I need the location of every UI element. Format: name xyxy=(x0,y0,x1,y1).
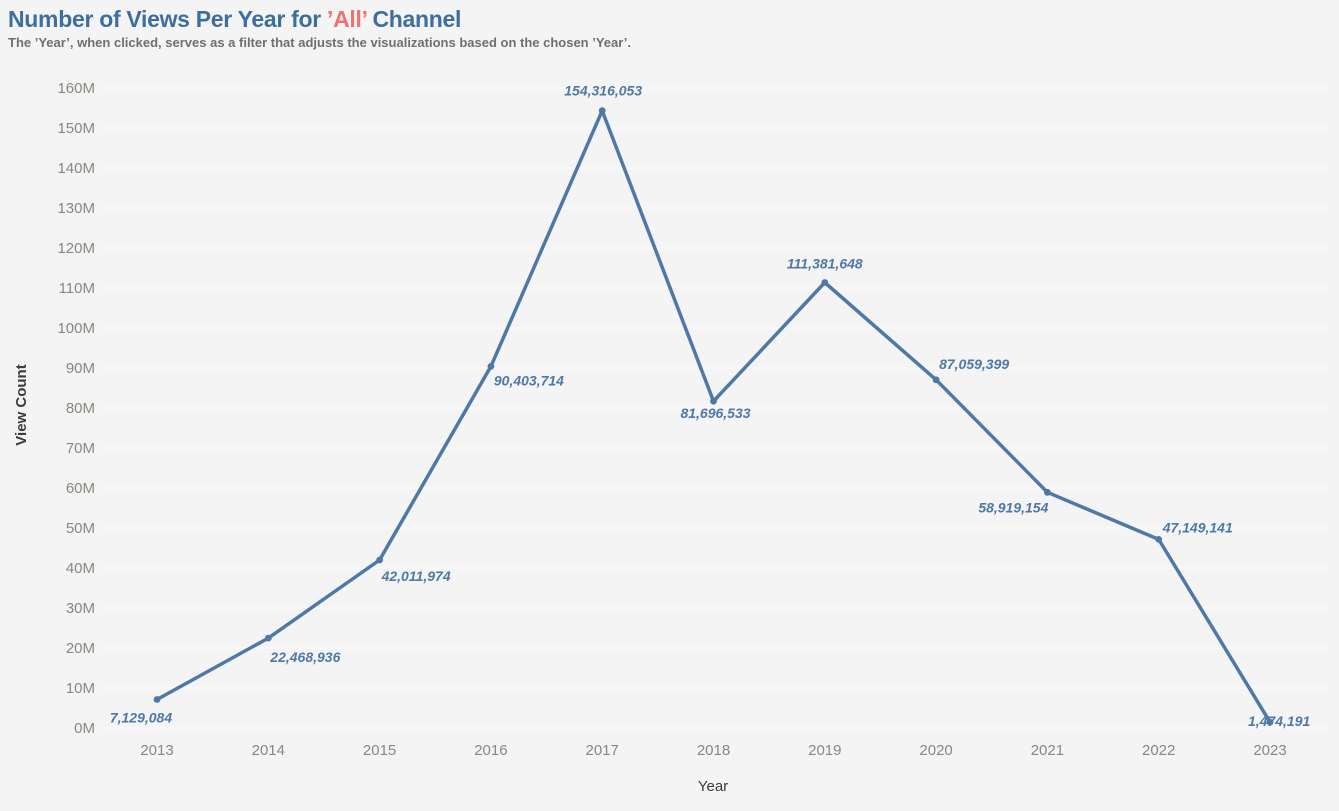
x-axis-tick-label-2015[interactable]: 2015 xyxy=(363,742,396,759)
y-axis-tick-label: 70M xyxy=(66,440,95,457)
data-point-2014[interactable] xyxy=(264,634,272,642)
y-axis-tick-label: 10M xyxy=(66,680,95,697)
data-label-2019: 111,381,648 xyxy=(787,256,863,272)
data-point-2021[interactable] xyxy=(1044,488,1051,496)
y-axis-tick-label: 50M xyxy=(66,520,95,537)
data-label-2015: 42,011,974 xyxy=(381,568,451,584)
y-axis-tick-label: 160M xyxy=(57,80,95,97)
x-axis-tick-label-2021[interactable]: 2021 xyxy=(1031,742,1064,759)
title-text-prefix: Number of Views Per Year for xyxy=(8,6,327,32)
y-axis-tick-label: 40M xyxy=(66,560,95,577)
title-channel-highlight: ’All’ xyxy=(326,6,367,32)
data-point-2020[interactable] xyxy=(932,376,940,384)
y-axis-title: View Count xyxy=(13,364,30,445)
x-axis-title: Year xyxy=(698,778,728,795)
y-axis-tick-label: 130M xyxy=(57,200,95,217)
y-axis-tick-label: 0M xyxy=(74,720,95,737)
data-label-2014: 22,468,936 xyxy=(269,649,340,665)
x-axis-tick-label-2022[interactable]: 2022 xyxy=(1142,742,1175,759)
x-axis-tick-label-2019[interactable]: 2019 xyxy=(808,742,841,759)
data-label-2017: 154,316,053 xyxy=(564,83,642,99)
data-point-2018[interactable] xyxy=(710,397,717,405)
chart-header: Number of Views Per Year for ’All’ Chann… xyxy=(8,6,631,50)
data-label-2016: 90,403,714 xyxy=(494,372,564,388)
x-axis-tick-label-2013[interactable]: 2013 xyxy=(140,742,173,759)
data-point-2017[interactable] xyxy=(598,107,606,115)
data-point-2019[interactable] xyxy=(821,279,829,286)
data-label-2021: 58,919,154 xyxy=(978,499,1048,515)
title-text-suffix: Channel xyxy=(366,6,462,32)
chart-subtitle: The ’Year’, when clicked, serves as a fi… xyxy=(8,35,632,51)
data-label-2018: 81,696,533 xyxy=(680,405,750,421)
data-label-2023: 1,474,191 xyxy=(1248,713,1310,729)
y-axis-tick-label: 20M xyxy=(66,640,95,657)
y-axis-tick-label: 80M xyxy=(66,400,95,417)
y-axis-tick-label: 30M xyxy=(66,600,95,617)
data-point-2022[interactable] xyxy=(1155,536,1163,543)
y-axis-tick-label: 140M xyxy=(57,160,95,177)
y-axis-tick-label: 90M xyxy=(66,360,95,377)
data-point-2015[interactable] xyxy=(376,556,383,564)
x-axis-tick-label-2020[interactable]: 2020 xyxy=(919,742,952,759)
y-axis-tick-label: 60M xyxy=(66,480,95,497)
x-axis-tick-label-2023[interactable]: 2023 xyxy=(1253,742,1286,759)
page-title: Number of Views Per Year for ’All’ Chann… xyxy=(8,6,631,32)
data-label-2020: 87,059,399 xyxy=(939,356,1009,372)
data-point-2016[interactable] xyxy=(487,363,495,370)
x-axis-tick-label-2016[interactable]: 2016 xyxy=(474,742,507,759)
data-point-2013[interactable] xyxy=(153,696,161,703)
x-axis-tick-label-2014[interactable]: 2014 xyxy=(252,742,285,759)
y-axis-tick-label: 150M xyxy=(57,120,95,137)
data-label-2022: 47,149,141 xyxy=(1162,519,1233,535)
y-axis-tick-label: 120M xyxy=(57,240,95,257)
data-point-2023[interactable] xyxy=(1266,718,1274,726)
x-axis-tick-label-2017[interactable]: 2017 xyxy=(586,742,619,759)
data-label-2013: 7,129,084 xyxy=(110,710,172,726)
x-axis-tick-label-2018[interactable]: 2018 xyxy=(697,742,730,759)
y-axis-tick-label: 110M xyxy=(59,280,95,297)
y-axis-tick-label: 100M xyxy=(57,320,95,337)
